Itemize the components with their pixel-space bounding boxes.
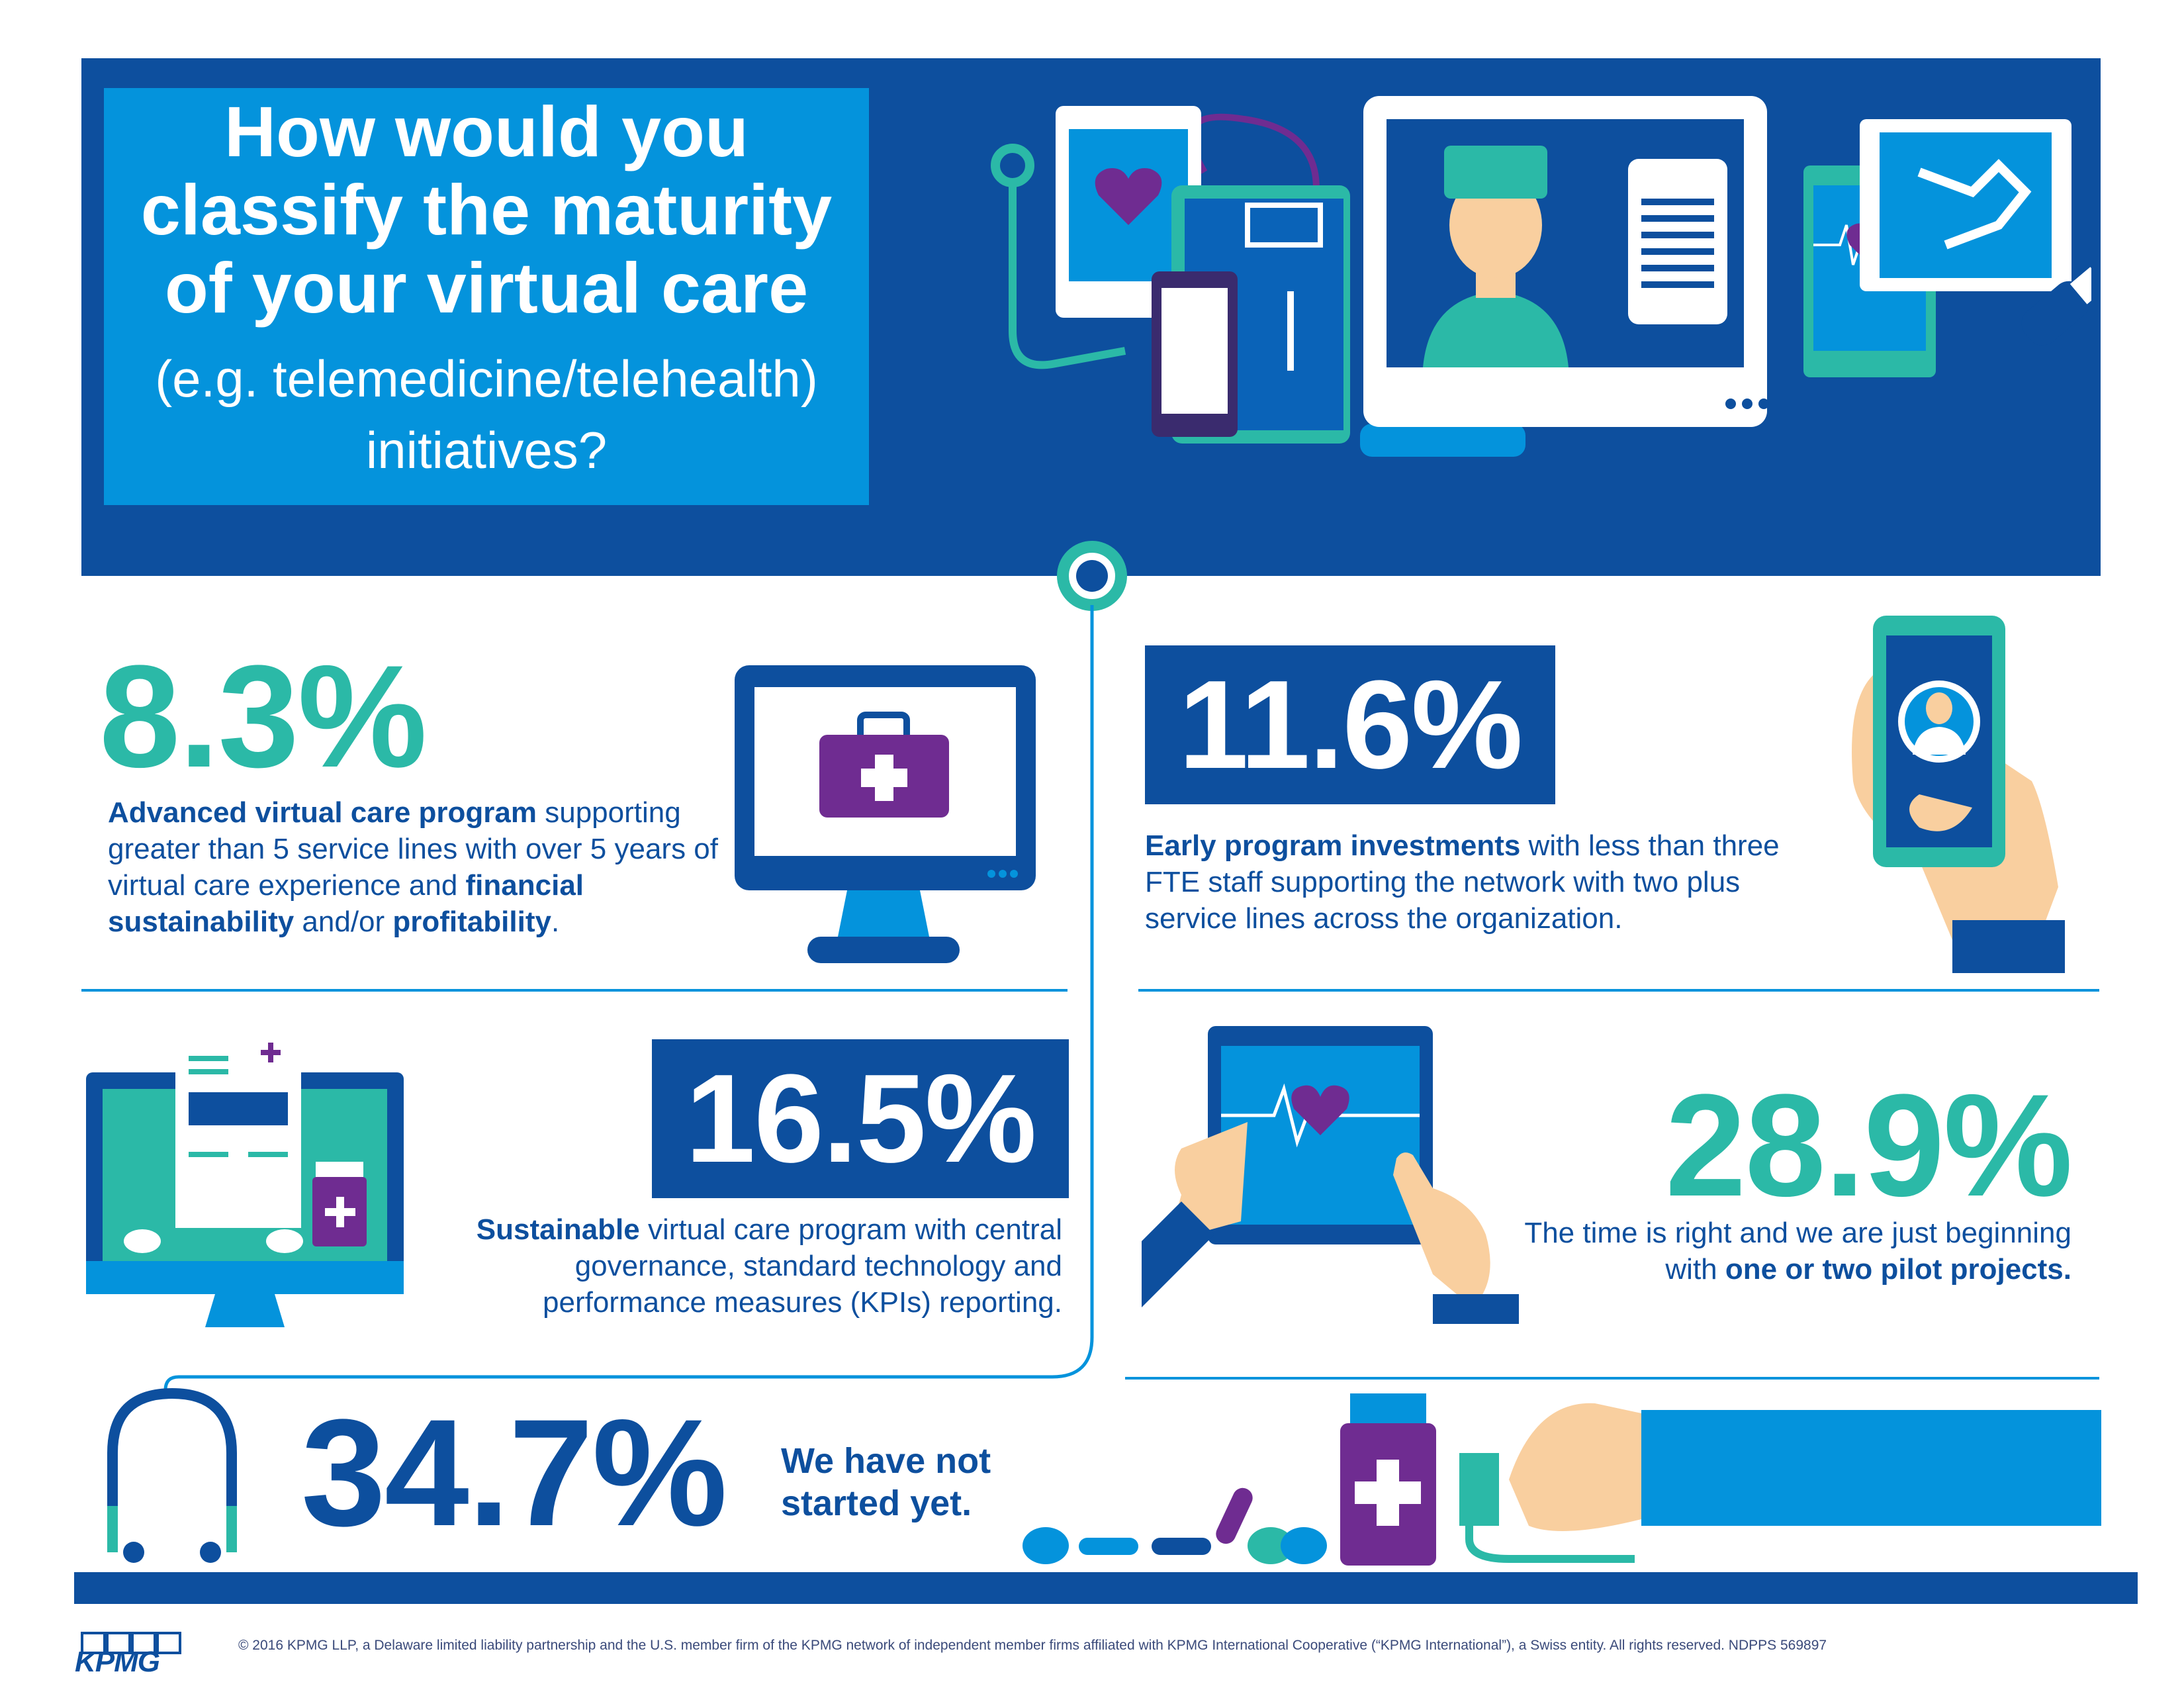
stat-description: Sustainable virtual care program with ce…: [476, 1213, 1062, 1319]
footer-bar: [74, 1572, 2138, 1604]
usb-icon: [2021, 267, 2091, 346]
divider-bottom-right: [1125, 1377, 2099, 1380]
timeline-connector: [163, 541, 1127, 1391]
title-box: [104, 88, 869, 505]
stat-value: 8.3%: [99, 635, 427, 798]
stat-value: 28.9%: [1665, 1064, 2073, 1227]
smartphone-doctor-icon: [1852, 616, 2065, 973]
stat-description: Early program investments with less than…: [1145, 829, 1780, 935]
stat-description: We have not started yet.: [781, 1441, 991, 1523]
stat-value: 16.5%: [652, 1039, 1069, 1198]
page-subtitle: (e.g. telemedicine/telehealth) initiativ…: [155, 350, 818, 479]
stat-description: The time is right and we are just beginn…: [1524, 1217, 2071, 1286]
medical-kit-monitor-icon: [735, 665, 1036, 963]
medicine-bottle-icon: [1340, 1393, 1436, 1566]
hand-stethoscope-icon: [1459, 1403, 2101, 1563]
prescription-monitor-icon: [86, 1029, 404, 1327]
stat-value: 11.6%: [1145, 645, 1555, 804]
divider-right: [1138, 989, 2099, 992]
copyright-text: © 2016 KPMG LLP, a Delaware limited liab…: [238, 1638, 1827, 1653]
header-illustration: [991, 96, 2091, 457]
headphone-stethoscope-icon: [107, 1387, 237, 1563]
stat-description: Advanced virtual care program supporting…: [108, 796, 719, 938]
pills-and-hand-illustration: [1023, 1393, 2101, 1566]
kpmg-logo: KPMG: [75, 1646, 160, 1678]
pills-icon: [1023, 1487, 1327, 1564]
xray-icon: [1860, 119, 2071, 291]
divider-left: [81, 989, 1068, 992]
page-title: How would you classify the maturity of y…: [140, 91, 833, 328]
doctor-monitor-icon: [1360, 96, 1769, 457]
kpmg-logo-boxes: [81, 1632, 181, 1654]
tablet-heart-icon: [1056, 106, 1201, 318]
tablet-ecg-icon: [1142, 1026, 1519, 1324]
stat-value: 34.7%: [301, 1387, 727, 1558]
